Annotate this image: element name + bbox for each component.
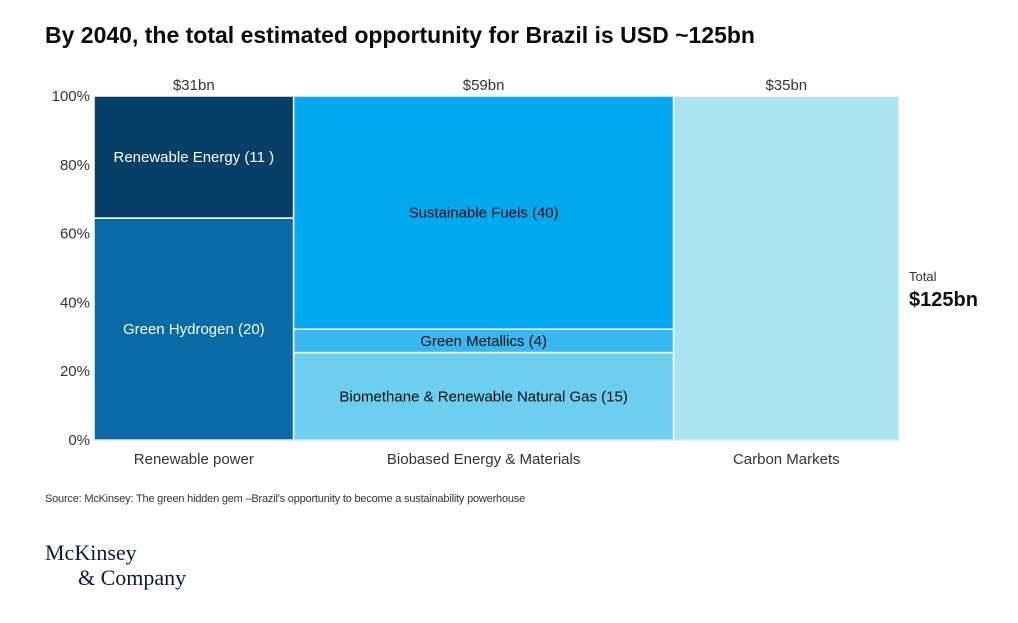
y-tick-label: 80% (60, 157, 90, 174)
segment-label: Sustainable Fuels (40) (409, 205, 559, 222)
mckinsey-logo: McKinsey & Company (45, 540, 186, 590)
segment-rect (672, 95, 900, 441)
segment-label: Green Hydrogen (20) (123, 321, 265, 338)
segment-label: Green Metallics (4) (420, 333, 547, 350)
column-total-label: $59bn (463, 77, 505, 94)
segment-rect (93, 217, 295, 441)
column-total-label: $31bn (173, 77, 215, 94)
category-label: Biobased Energy & Materials (387, 451, 580, 468)
source-note: Source: McKinsey: The green hidden gem –… (45, 493, 526, 505)
segment-rect (93, 95, 295, 219)
y-tick-label: 60% (60, 226, 90, 243)
category-label: Renewable power (134, 451, 254, 468)
logo-line-1: McKinsey (45, 540, 137, 565)
total-value: $125bn (909, 289, 978, 311)
segment-rect (292, 95, 675, 330)
segment-rect (292, 351, 675, 441)
logo-line-2: & Company (78, 565, 187, 590)
y-tick-label: 100% (52, 88, 90, 105)
total-caption: Total (909, 269, 937, 284)
y-tick-label: 20% (60, 363, 90, 380)
chart-title: By 2040, the total estimated opportunity… (45, 22, 755, 48)
column-total-label: $35bn (765, 77, 807, 94)
segment-label: Biomethane & Renewable Natural Gas (15) (339, 388, 628, 405)
y-tick-label: 40% (60, 294, 90, 311)
category-label: Carbon Markets (733, 451, 840, 468)
y-tick-label: 0% (68, 432, 90, 449)
segment-label: Renewable Energy (11 ) (113, 149, 274, 166)
